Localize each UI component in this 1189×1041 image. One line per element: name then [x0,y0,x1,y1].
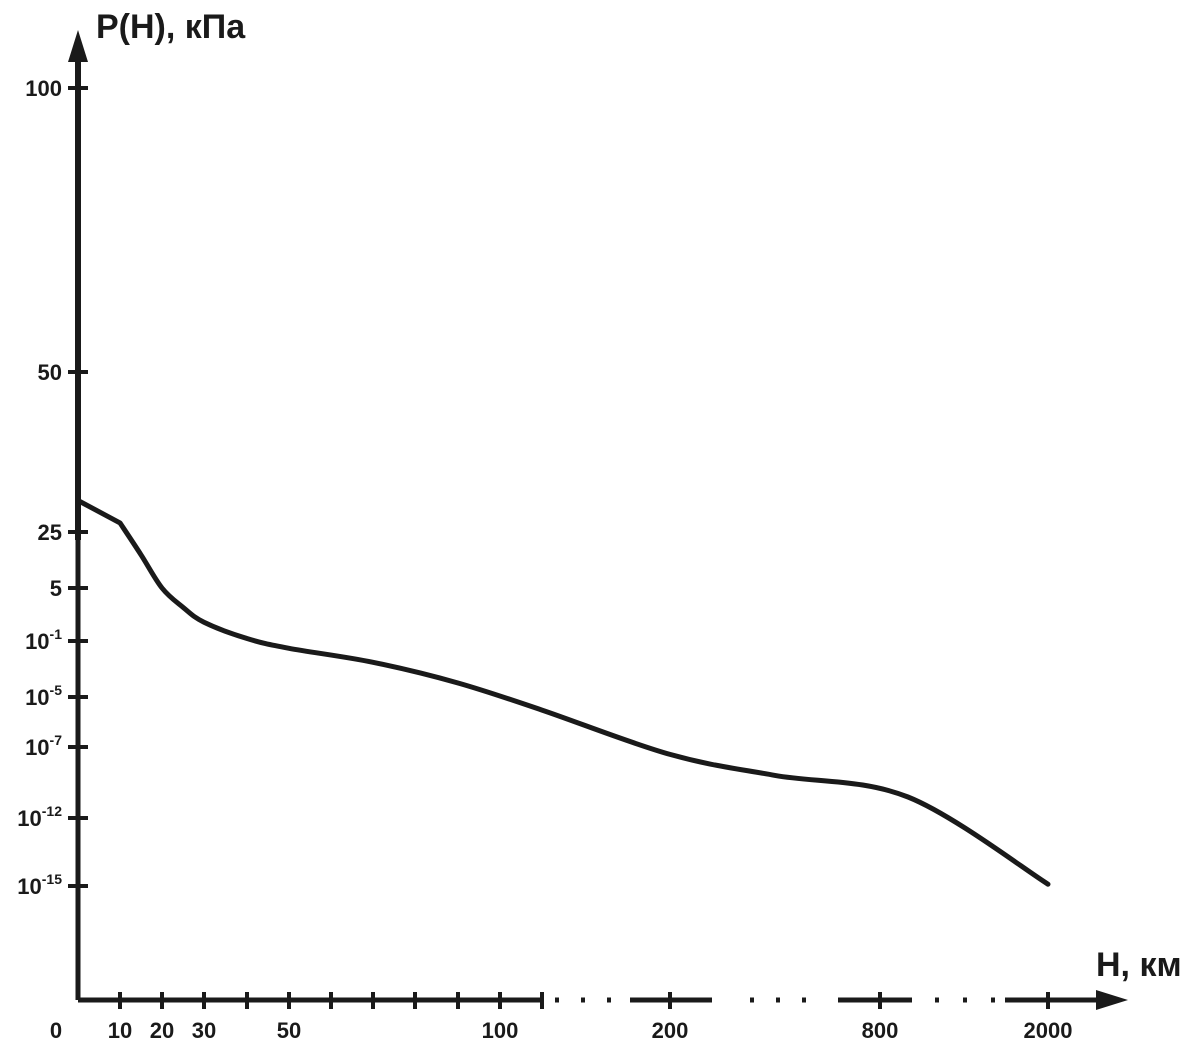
y-tick-label-exponent: -15 [42,871,62,887]
x-tick-label: 30 [192,1018,216,1041]
y-tick-label-exponent: -1 [50,626,63,642]
x-ticks: 10 20 30 50 100 200 800 2000 [108,992,1073,1041]
y-tick-label-base: 10 [25,629,49,654]
y-tick-label: 25 [38,520,62,545]
y-tick-label-base: 5 [50,576,62,601]
y-tick-label-exponent: -7 [50,732,63,748]
y-tick-label: 5 [50,576,62,601]
pressure-curve-line [75,498,1051,887]
y-tick-label: 100 [25,76,62,101]
y-tick-label-base: 10 [25,685,49,710]
y-axis-cover-top [75,60,81,540]
x-tick-label: 200 [652,1018,689,1041]
y-tick-label: 50 [38,360,62,385]
y-tick-label: 10-1 [25,626,62,654]
origin-label: 0 [50,1018,62,1041]
y-tick-label-exponent: -5 [50,682,63,698]
axes [68,30,1128,1010]
y-tick-label-base: 10 [25,735,49,760]
y-tick-label-exponent: -12 [42,803,62,819]
y-tick-label: 10-7 [25,732,62,760]
y-axis-arrow [68,30,88,62]
x-axis-title: H, км [1096,946,1182,984]
y-tick-label-base: 25 [38,520,62,545]
series [75,498,1051,887]
y-tick-label-base: 50 [38,360,62,385]
x-tick-label: 20 [150,1018,174,1041]
x-axis-arrow [1096,990,1128,1010]
y-tick-label-base: 100 [25,76,62,101]
y-axis-title: P(H), кПа [96,8,246,46]
y-tick-label: 10-5 [25,682,62,710]
y-tick-label-base: 10 [17,806,41,831]
y-tick-label: 10-12 [17,803,62,831]
y-tick-label: 10-15 [17,871,62,899]
x-tick-label: 50 [277,1018,301,1041]
x-tick-label: 10 [108,1018,132,1041]
x-tick-label: 100 [482,1018,519,1041]
y-tick-label-base: 10 [17,874,41,899]
x-tick-label: 800 [862,1018,899,1041]
x-tick-label: 2000 [1024,1018,1073,1041]
